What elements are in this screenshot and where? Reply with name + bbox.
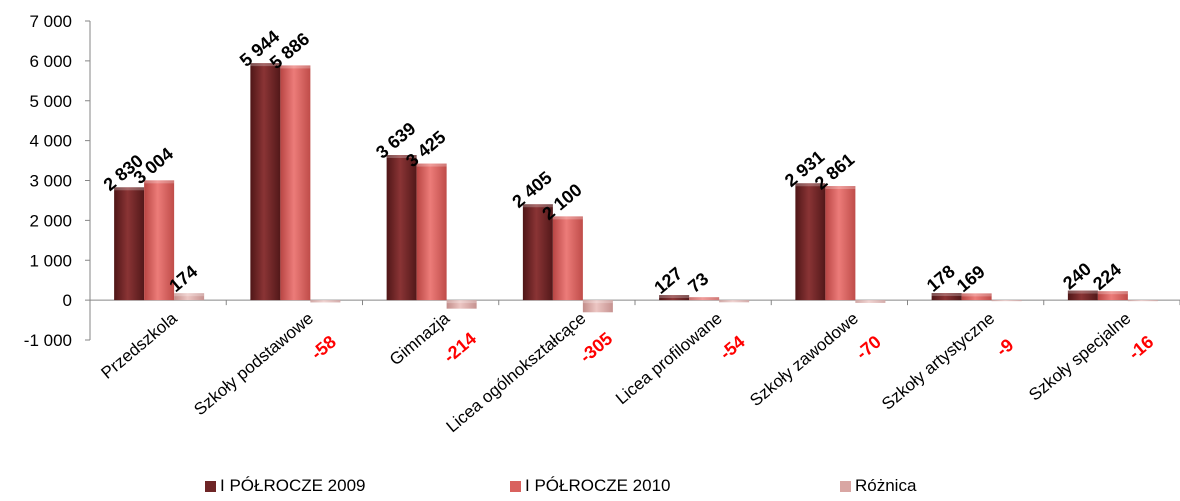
bar-highlight: [1097, 291, 1128, 295]
bar-1-4: [522, 204, 553, 301]
bar-highlight: [825, 186, 856, 190]
bar-3-8: [1127, 300, 1158, 302]
data-label: 73: [684, 269, 712, 297]
data-label: -54: [716, 332, 749, 364]
data-label: 178: [923, 261, 959, 296]
x-tick-label: Szkoły artystyczne: [878, 309, 998, 414]
bar-highlight: [659, 295, 690, 299]
legend-item: Różnica: [840, 476, 916, 496]
bar-1-6: [795, 183, 826, 301]
bar-2-6: [825, 186, 856, 301]
bar-highlight: [310, 300, 341, 303]
data-label: -214: [440, 328, 480, 366]
legend-swatch: [510, 480, 521, 492]
bar-3-7: [991, 300, 1022, 302]
bar-highlight: [719, 300, 750, 303]
bar-3-3: [446, 300, 477, 309]
legend-label: Różnica: [855, 476, 917, 495]
bar-highlight: [582, 300, 613, 304]
bar-highlight: [552, 216, 583, 220]
bar-1-7: [931, 293, 962, 301]
bar-3-2: [310, 300, 341, 303]
bar-2-8: [1097, 291, 1128, 301]
bar-highlight: [446, 300, 477, 304]
y-tick-label: 4 000: [29, 132, 72, 151]
x-tick-label: Przedszkola: [98, 308, 182, 382]
bar-highlight: [114, 187, 145, 191]
bar-highlight: [416, 163, 447, 167]
legend-label: I PÓŁROCZE 2009: [220, 476, 366, 495]
bar-2-1: [144, 180, 175, 301]
bar-1-2: [250, 63, 281, 301]
bar-2-5: [689, 297, 720, 301]
bar-1-5: [659, 295, 690, 301]
bar-highlight: [280, 65, 311, 69]
data-label: 127: [650, 263, 686, 298]
data-label: -16: [1125, 332, 1158, 364]
bar-highlight: [1127, 300, 1158, 302]
y-tick-label: 6 000: [29, 52, 72, 71]
bar-highlight: [931, 293, 962, 297]
legend-swatch: [205, 480, 216, 492]
x-tick-label: Licea ogólnokształcące: [443, 309, 590, 437]
data-label: 240: [1059, 259, 1095, 294]
chart: 7 000 6 000 5 000 4 000 3 000 2 000 1 000 0 -1 0…: [24, 12, 1180, 437]
bar-highlight: [144, 180, 175, 184]
bar-2-7: [961, 293, 992, 301]
bar-3-1: [174, 293, 205, 301]
bar-1-8: [1067, 290, 1098, 301]
legend-item: I PÓŁROCZE 2010: [510, 476, 671, 496]
data-label: -70: [852, 332, 885, 364]
legend-item: I PÓŁROCZE 2009: [205, 476, 366, 496]
bar-highlight: [795, 183, 826, 187]
bar-highlight: [855, 300, 886, 303]
bar-1-3: [386, 155, 417, 301]
y-tick-label: -1 000: [24, 331, 72, 350]
y-tick-label: 1 000: [29, 251, 72, 270]
bar-highlight: [961, 293, 992, 297]
x-tick-label: Licea profilowane: [612, 309, 726, 409]
bar-3-4: [582, 300, 613, 313]
x-tick-label: Gimnazja: [386, 308, 454, 369]
legend-swatch: [840, 480, 851, 492]
bar-highlight: [174, 293, 205, 297]
bar-highlight: [689, 297, 720, 301]
data-label: -305: [576, 328, 616, 366]
data-label: -9: [992, 335, 1017, 361]
legend-label: I PÓŁROCZE 2010: [525, 476, 671, 495]
bar-3-6: [855, 300, 886, 303]
bar-highlight: [991, 300, 1022, 302]
bar-3-5: [719, 300, 750, 303]
x-tick-label: Szkoły specjalne: [1025, 309, 1134, 405]
x-tick-label: Szkoły zawodowe: [746, 309, 862, 410]
y-tick-label: 7 000: [29, 12, 72, 31]
bar-2-2: [280, 65, 311, 301]
y-tick-label: 2 000: [29, 211, 72, 230]
bar-highlight: [250, 63, 281, 67]
y-tick-label: 0: [63, 291, 72, 310]
data-label: 224: [1089, 259, 1125, 294]
x-tick-label: Szkoły podstawowe: [190, 309, 317, 420]
bar-highlight: [386, 155, 417, 159]
data-label: 169: [953, 261, 989, 296]
bar-2-3: [416, 163, 447, 301]
bar-highlight: [1067, 290, 1098, 294]
data-label: -58: [307, 332, 340, 364]
bar-1-1: [114, 187, 145, 301]
y-tick-label: 3 000: [29, 172, 72, 191]
bar-2-4: [552, 216, 583, 301]
y-tick-label: 5 000: [29, 92, 72, 111]
legend: I PÓŁROCZE 2009 I PÓŁROCZE 2010 Różnica: [0, 476, 1180, 498]
bar-highlight: [522, 204, 553, 208]
